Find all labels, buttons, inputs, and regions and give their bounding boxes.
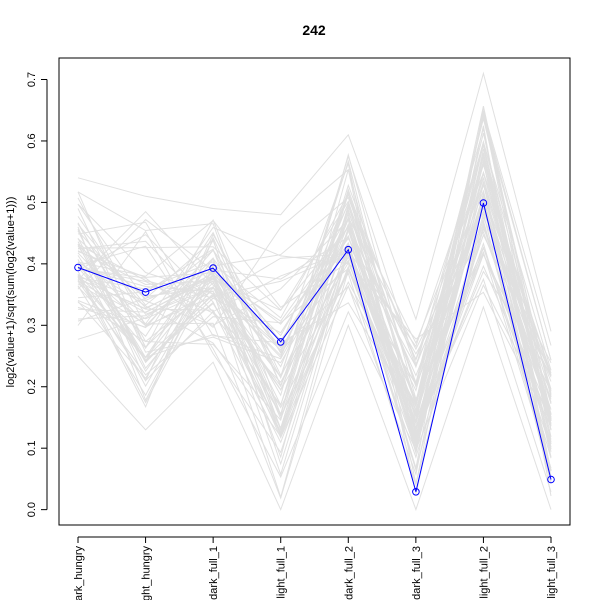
x-tick-label: light_full_2 xyxy=(478,546,490,599)
background-line xyxy=(77,197,552,435)
series-point xyxy=(412,488,420,496)
y-tick-label: 0.5 xyxy=(26,195,38,210)
background-line xyxy=(77,245,552,479)
background-line xyxy=(77,71,552,332)
plot-frame xyxy=(58,57,571,526)
y-tick-label: 0.2 xyxy=(26,379,38,394)
x-axis: dark_hungry light_hungry dark_full_1 light_… xyxy=(73,536,558,600)
x-tick-label: dark_full_1 xyxy=(208,546,220,600)
background-line xyxy=(77,110,552,443)
x-tick-label: dark_full_2 xyxy=(343,546,355,600)
background-line xyxy=(77,159,552,492)
background-line xyxy=(77,231,552,427)
series-line xyxy=(77,202,552,492)
y-tick-label: 0.3 xyxy=(26,318,38,333)
background-line xyxy=(77,160,552,471)
background-line xyxy=(77,187,552,417)
background-line xyxy=(77,305,552,512)
chart-title: 242 xyxy=(302,22,326,38)
series-point xyxy=(344,245,353,254)
y-tick-label: 0.6 xyxy=(26,133,38,148)
series-point xyxy=(276,338,285,346)
background-line xyxy=(77,245,552,439)
x-tick-label: dark_full_3 xyxy=(411,546,423,600)
background-line xyxy=(77,183,552,452)
x-tick-label: light_full_3 xyxy=(546,546,558,599)
y-tick-label: 0.1 xyxy=(26,441,38,456)
background-lines-group xyxy=(77,71,552,512)
y-axis-label: log2(value+1)/sqrt(sum(log2(value+1))) xyxy=(5,197,17,388)
series-point xyxy=(209,264,217,272)
x-tick-label: light_hungry xyxy=(141,546,153,600)
y-tick-label: 0.0 xyxy=(26,502,38,517)
y-tick-label: 0.7 xyxy=(26,72,38,87)
y-tick-label: 0.4 xyxy=(26,256,38,271)
x-tick-label: light_full_1 xyxy=(276,546,288,599)
background-line xyxy=(77,163,552,500)
background-line xyxy=(77,113,552,443)
y-axis: 0.0 0.1 0.2 0.3 0.4 0.5 0.6 0.7 xyxy=(26,72,48,517)
series-group xyxy=(74,199,555,496)
series-point xyxy=(547,475,555,484)
background-line xyxy=(77,213,552,484)
x-tick-label: dark_hungry xyxy=(73,546,85,600)
background-line xyxy=(77,170,552,466)
series-point xyxy=(74,263,82,272)
series-point xyxy=(479,199,488,207)
series-point xyxy=(141,288,150,296)
